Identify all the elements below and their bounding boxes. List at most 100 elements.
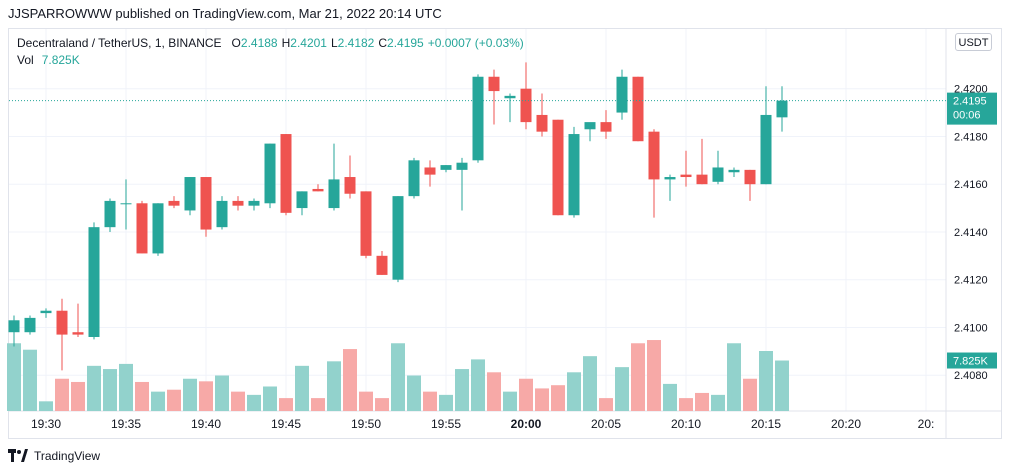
y-tick-label: 2.4140	[954, 227, 988, 239]
candle-body	[520, 88, 532, 123]
volume-bar	[263, 386, 277, 411]
volume-bar	[567, 372, 581, 411]
candle-body	[376, 255, 388, 275]
volume-bar	[231, 391, 245, 411]
candle-body	[344, 177, 356, 194]
x-tick-label: 20:	[918, 417, 935, 431]
candle-body	[568, 134, 580, 216]
y-tick-label: 2.4180	[954, 131, 988, 143]
tradingview-logo-icon	[8, 449, 28, 462]
chart-frame[interactable]	[8, 28, 1002, 439]
candle-body	[584, 122, 596, 130]
candle-body	[728, 169, 740, 173]
candle-body	[248, 200, 260, 206]
volume-bar	[727, 343, 741, 411]
countdown-label: 00:06	[953, 110, 981, 122]
volume-bar	[711, 394, 725, 411]
currency-button[interactable]: USDT	[955, 33, 992, 51]
candle-body	[168, 200, 180, 206]
candle-body	[472, 76, 484, 161]
volume-bar	[23, 349, 37, 411]
volume-bar	[279, 398, 293, 411]
candle-body	[184, 177, 196, 211]
volume-bar	[535, 388, 549, 411]
volume-bar	[71, 381, 85, 411]
candle-body	[600, 122, 612, 132]
candle-body	[40, 310, 52, 314]
last-price-label: 2.4195	[953, 96, 987, 108]
volume-bar	[679, 398, 693, 411]
candle-body	[24, 317, 36, 333]
legend-ohlc-row: Decentraland / TetherUS, 1, BINANCE O2.41…	[17, 35, 524, 52]
candle-body	[264, 143, 276, 204]
volume-bar	[407, 375, 421, 411]
x-tick-label: 20:20	[831, 417, 861, 431]
x-tick-label: 19:35	[111, 417, 141, 431]
y-tick-label: 2.4160	[954, 179, 988, 191]
legend-close-label: C	[378, 36, 388, 50]
volume-bar	[583, 356, 597, 411]
candle-body	[312, 188, 324, 192]
volume-bar	[327, 361, 341, 411]
candle-body	[8, 320, 20, 333]
candle-body	[632, 76, 644, 142]
candle-body	[72, 332, 84, 335]
volume-bar	[695, 392, 709, 411]
legend-vol-label[interactable]: Vol	[17, 53, 34, 67]
candle-body	[360, 191, 372, 256]
volume-bar	[183, 378, 197, 411]
last-price-tag	[947, 92, 997, 125]
volume-bar	[199, 381, 213, 411]
y-tick-label: 2.4120	[954, 275, 988, 287]
volume-bar	[647, 340, 661, 411]
volume-bar	[551, 385, 565, 411]
publisher-line: JJSPARROWWW published on TradingView.com…	[8, 6, 442, 21]
candle-body	[440, 165, 452, 170]
x-tick-label: 20:00	[511, 417, 542, 431]
candle-body	[200, 177, 212, 230]
candle-body	[664, 177, 676, 180]
candle-body	[552, 119, 564, 216]
legend-low-label: L	[330, 36, 338, 50]
legend-close: 2.4195	[387, 36, 424, 50]
volume-bar	[39, 401, 53, 411]
candle-body	[328, 179, 340, 209]
candle-body	[88, 227, 100, 337]
legend-open: 2.4188	[240, 36, 278, 50]
legend-symbol[interactable]: Decentraland / TetherUS, 1, BINANCE	[17, 36, 222, 50]
candle-body	[136, 203, 148, 254]
x-tick-label: 19:40	[191, 417, 221, 431]
candle-body	[56, 310, 68, 335]
candle-body	[120, 203, 132, 205]
legend-change: +0.0007 (+0.03%)	[427, 36, 524, 50]
y-tick-label: 2.4080	[954, 370, 988, 382]
volume-bar	[375, 398, 389, 411]
volume-bar	[7, 343, 21, 411]
candle-body	[744, 169, 756, 185]
candle-body	[536, 114, 548, 132]
legend-high-label: H	[281, 36, 291, 50]
x-tick-label: 20:10	[671, 417, 701, 431]
legend-high: 2.4201	[290, 36, 327, 50]
candle-body	[616, 76, 628, 113]
volume-bar	[295, 365, 309, 411]
volume-bar	[519, 378, 533, 411]
candle-body	[408, 160, 420, 197]
volume-bar	[503, 391, 517, 411]
volume-bar	[135, 381, 149, 411]
candle-body	[680, 174, 692, 178]
last-volume-label: 7.825K	[953, 356, 989, 368]
legend-vol: 7.825K	[41, 53, 80, 67]
volume-bar	[663, 383, 677, 411]
candle-body	[696, 174, 708, 185]
volume-bar	[119, 363, 133, 411]
volume-bar	[759, 351, 773, 411]
candle-body	[280, 134, 292, 213]
candle-body	[712, 167, 724, 182]
candle-body	[488, 76, 500, 92]
y-tick-label: 2.4100	[954, 322, 988, 334]
volume-bar	[311, 398, 325, 411]
candle-body	[392, 196, 404, 280]
volume-bar	[343, 349, 357, 411]
